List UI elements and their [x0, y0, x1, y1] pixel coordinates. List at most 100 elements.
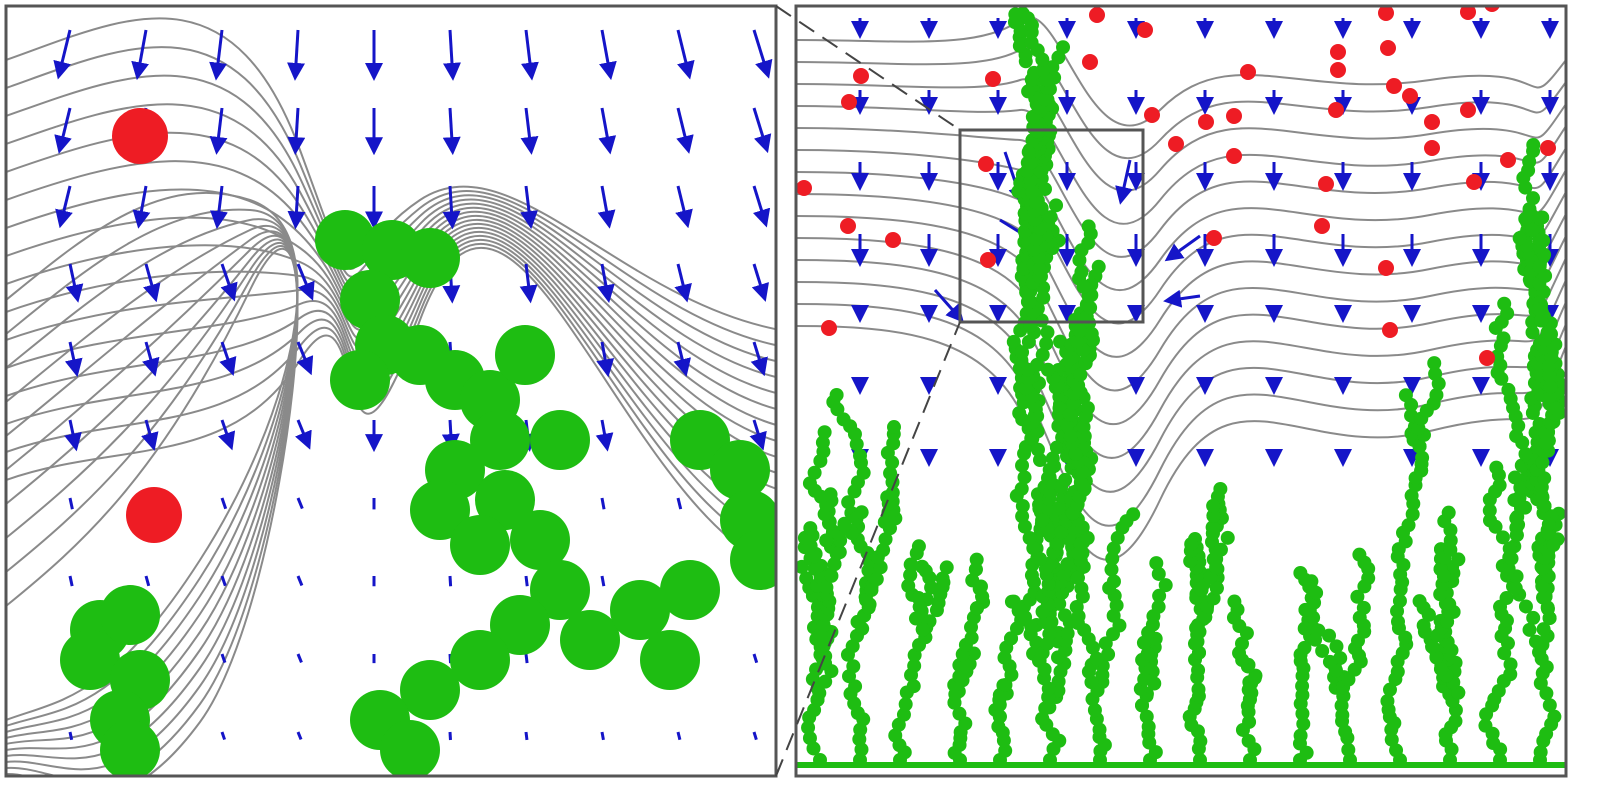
aggregate-particle [1092, 722, 1107, 737]
aggregate-particle [1014, 481, 1029, 496]
aggregate-particle [883, 466, 898, 481]
aggregate-particle [710, 440, 770, 500]
aggregate-particle [1083, 300, 1098, 315]
free-particle [1198, 114, 1214, 130]
aggregate-particle [1540, 600, 1555, 615]
aggregate-particle [1089, 651, 1104, 666]
vector-arrow [675, 185, 693, 229]
free-particle [1314, 218, 1330, 234]
aggregate-particle [904, 558, 919, 573]
free-particle [1424, 114, 1440, 130]
aggregate-particle [1532, 259, 1547, 274]
aggregate-particle [952, 706, 967, 721]
aggregate-particle [1352, 547, 1367, 562]
aggregate-particle [1532, 232, 1547, 247]
aggregate-particle [1507, 470, 1522, 485]
vector-arrow [296, 263, 315, 301]
vector-arrow [600, 731, 605, 741]
vector-arrow [676, 29, 695, 80]
free-particle [1330, 44, 1346, 60]
vector-arrow [296, 653, 303, 664]
vector-arrow [752, 107, 772, 154]
aggregate-particle [1525, 325, 1540, 340]
aggregate-particle [1069, 599, 1084, 614]
vector-arrow [752, 653, 759, 664]
free-particle [1460, 6, 1476, 20]
contour-line [796, 193, 1566, 358]
aggregate-particle [1091, 259, 1106, 274]
aggregate-particle [837, 518, 852, 533]
vector-arrow [65, 263, 84, 303]
contour-line [796, 325, 1566, 561]
aggregate-particle [1536, 622, 1551, 637]
aggregate-particle [330, 350, 390, 410]
aggregate-particle [1039, 615, 1054, 630]
aggregate-particle [1060, 557, 1075, 572]
aggregate-particle [1398, 388, 1413, 403]
vector-arrow [676, 731, 682, 741]
vector-arrow [674, 263, 692, 303]
aggregate-particle [898, 697, 913, 712]
aggregate-particle [812, 686, 827, 701]
free-particle [1424, 140, 1440, 156]
zoom-leader-line-bottom [775, 321, 961, 777]
free-particle [1089, 7, 1105, 23]
aggregate-particle [1029, 232, 1044, 247]
aggregate-particle [802, 731, 817, 746]
aggregate-particle [959, 659, 974, 674]
full-panel-frame [794, 4, 1568, 778]
aggregate-particle [1191, 682, 1206, 697]
vector-arrow [142, 341, 160, 377]
aggregate-particle [1496, 331, 1511, 346]
aggregate-particle [1522, 154, 1537, 169]
aggregate-particle [1538, 435, 1553, 450]
vector-arrow [750, 341, 768, 377]
aggregate-particle [1076, 279, 1091, 294]
aggregate-particle [380, 720, 440, 776]
aggregate-particle [1063, 429, 1078, 444]
aggregate-particle [1008, 7, 1023, 22]
aggregate-particle [1533, 745, 1548, 760]
aggregate-particle [1158, 578, 1173, 593]
aggregate-particle [829, 387, 844, 402]
contour-line [6, 247, 299, 776]
aggregate-particle [852, 448, 867, 463]
aggregate-particle [410, 480, 470, 540]
aggregate-particle [1049, 198, 1064, 213]
aggregate-particle [1058, 472, 1073, 487]
free-particle [1540, 140, 1556, 156]
vector-arrow [751, 263, 770, 302]
aggregate-particle [886, 420, 901, 435]
aggregate-particle [964, 630, 979, 645]
aggregate-dendrite [796, 6, 1566, 767]
free-particle [841, 94, 857, 110]
aggregate-particle [1526, 137, 1541, 152]
aggregate-particle [1448, 714, 1463, 729]
free-particle [1330, 62, 1346, 78]
vector-arrow [218, 419, 236, 451]
aggregate-particle [1027, 408, 1042, 423]
aggregate-particle [100, 585, 160, 645]
aggregate-particle [1315, 643, 1330, 658]
aggregate-particle [1023, 155, 1038, 170]
aggregate-particle [450, 630, 510, 690]
aggregate-particle [1020, 11, 1035, 26]
aggregate-particle [1152, 588, 1167, 603]
free-particle [1318, 176, 1334, 192]
vector-arrow [296, 731, 303, 740]
aggregate-particle [1440, 614, 1455, 629]
contour-line [796, 16, 1566, 127]
aggregate-particle [475, 470, 535, 530]
aggregate-particle [1436, 568, 1451, 583]
aggregate-particle [1416, 618, 1431, 633]
vector-arrow [600, 575, 606, 587]
aggregate-particle [906, 679, 921, 694]
aggregate-particle [1149, 556, 1164, 571]
aggregate-particle [1081, 219, 1096, 234]
aggregate-particle [1401, 518, 1416, 533]
aggregate-particle [1035, 62, 1050, 77]
aggregate-particle [1198, 610, 1213, 625]
aggregate-particle [1053, 334, 1068, 349]
aggregate-particle [1544, 350, 1559, 365]
aggregate-particle [1057, 608, 1072, 623]
